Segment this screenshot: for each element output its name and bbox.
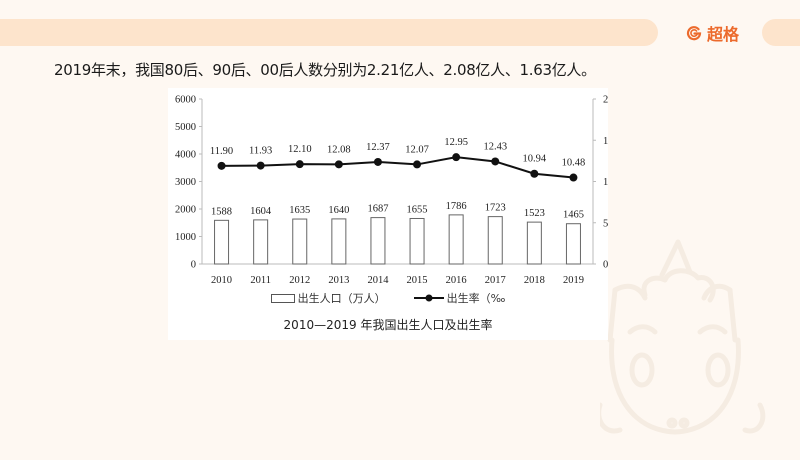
rate-value-label: 10.48 xyxy=(562,158,586,169)
g-logo-icon xyxy=(686,26,702,41)
rate-value-label: 12.10 xyxy=(288,144,312,155)
rate-point xyxy=(334,160,343,169)
bar-value-label: 1723 xyxy=(485,203,506,214)
bar xyxy=(292,218,308,265)
left-tick-label: 0 xyxy=(191,260,196,271)
bar-value-label: 1655 xyxy=(407,204,428,215)
left-tick-label: 1000 xyxy=(175,232,196,243)
left-tick-label: 4000 xyxy=(175,150,196,161)
right-tick-label: 0 xyxy=(603,260,608,271)
bar xyxy=(370,217,386,265)
legend-item-births: 出生人口（万人） xyxy=(270,290,386,306)
x-tick-label: 2015 xyxy=(407,275,428,286)
x-tick-label: 2016 xyxy=(446,275,467,286)
left-tick-label: 3000 xyxy=(175,177,196,188)
rate-value-label: 12.07 xyxy=(405,144,429,155)
x-tick-label: 2018 xyxy=(524,275,545,286)
bar-value-label: 1786 xyxy=(446,201,467,212)
bar xyxy=(331,218,347,265)
bar-value-label: 1588 xyxy=(211,206,232,217)
header-pill xyxy=(762,19,800,46)
brand-name: 超格 xyxy=(707,25,740,44)
bar xyxy=(487,216,503,265)
x-tick-label: 2017 xyxy=(485,275,506,286)
x-tick-label: 2011 xyxy=(250,275,271,286)
bar-value-label: 1523 xyxy=(524,208,545,219)
bar xyxy=(253,219,269,265)
rate-line xyxy=(221,156,574,179)
left-tick-label: 2000 xyxy=(175,205,196,216)
rate-point xyxy=(256,161,265,170)
bar-value-label: 1465 xyxy=(563,210,584,221)
bar xyxy=(409,217,425,265)
right-tick-label: 5 xyxy=(603,218,608,229)
bar xyxy=(448,214,464,265)
left-tick-label: 6000 xyxy=(175,95,196,106)
birth-chart: 0 1000 2000 3000 4000 5000 6000 0 5 10 15 20 1588 201… xyxy=(175,95,608,287)
bar-value-label: 1604 xyxy=(250,206,272,217)
x-tick-label: 2013 xyxy=(328,275,349,286)
rate-value-label: 12.95 xyxy=(444,137,468,148)
brand-logo: 超格 xyxy=(686,22,739,44)
rate-value-label: 12.08 xyxy=(327,144,351,155)
right-tick-label: 15 xyxy=(603,136,608,147)
bar xyxy=(214,219,230,265)
bar xyxy=(526,221,542,265)
rate-point xyxy=(413,160,422,169)
legend-item-rate: 出生率（‰ xyxy=(413,290,506,306)
bar-value-label: 1687 xyxy=(367,204,388,215)
x-tick-label: 2014 xyxy=(367,275,389,286)
x-tick-label: 2010 xyxy=(211,275,232,286)
bar-swatch-icon xyxy=(270,293,295,303)
headline-text: 2019年末，我国80后、90后、00后人数分别为2.21亿人、2.08亿人、1… xyxy=(54,61,596,79)
legend-label-births: 出生人口（万人） xyxy=(297,292,386,305)
rate-point xyxy=(530,169,539,178)
rate-value-label: 12.43 xyxy=(483,141,507,152)
line-marker-icon xyxy=(413,294,444,302)
chart-panel: 0 1000 2000 3000 4000 5000 6000 0 5 10 15 20 1588 201… xyxy=(168,88,608,340)
left-tick-label: 5000 xyxy=(175,122,196,133)
rate-point xyxy=(452,153,461,162)
rate-value-label: 11.93 xyxy=(249,146,272,157)
right-tick-label: 20 xyxy=(603,95,608,106)
x-tick-label: 2019 xyxy=(563,275,584,286)
rate-point xyxy=(295,160,304,169)
rate-value-label: 11.90 xyxy=(210,146,233,157)
chart-legend: 出生人口（万人） 出生率（‰ xyxy=(168,290,608,306)
unicorn-mascot-watermark xyxy=(600,239,766,435)
rate-point xyxy=(491,157,500,166)
header-bar xyxy=(0,19,658,46)
rate-value-label: 12.37 xyxy=(366,142,390,153)
bar-value-label: 1640 xyxy=(328,205,349,216)
chart-title: 2010—2019 年我国出生人口及出生率 xyxy=(283,318,493,332)
legend-label-rate: 出生率（‰ xyxy=(446,292,506,305)
bar xyxy=(565,223,581,265)
right-tick-label: 10 xyxy=(603,177,608,188)
bar-value-label: 1635 xyxy=(289,205,310,216)
rate-point xyxy=(217,161,226,170)
x-tick-label: 2012 xyxy=(289,275,310,286)
rate-value-label: 10.94 xyxy=(523,154,547,165)
rate-point xyxy=(373,157,382,166)
rate-point xyxy=(569,173,578,182)
